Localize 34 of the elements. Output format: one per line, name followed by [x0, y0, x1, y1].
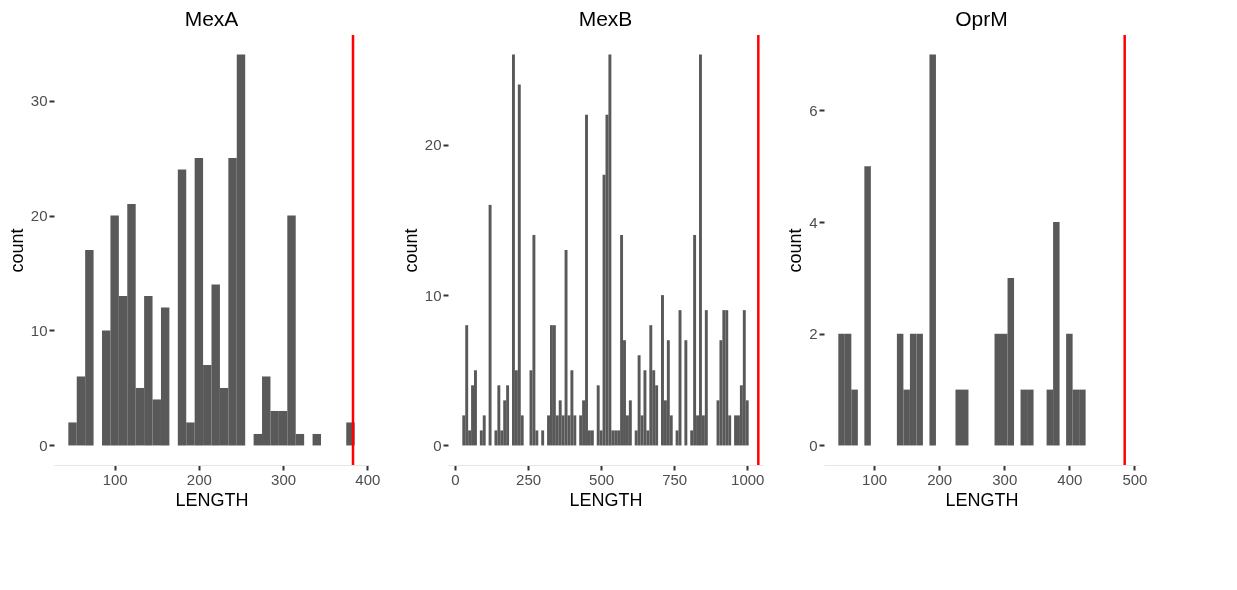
chart-title: OprM [955, 6, 1008, 30]
x-tick-label: 250 [516, 470, 542, 488]
y-tick-label: 10 [30, 321, 48, 339]
x-tick-label: 500 [589, 470, 615, 488]
x-tick-label: 400 [1057, 470, 1083, 488]
y-tick-label: 0 [39, 436, 48, 454]
y-axis-title: count [6, 228, 27, 273]
x-tick-label: 100 [102, 470, 128, 488]
x-axis-title: LENGTH [569, 489, 643, 510]
x-tick-label: 200 [186, 470, 212, 488]
x-tick-label: 1000 [731, 470, 765, 488]
y-tick-label: 6 [809, 101, 818, 119]
x-tick-label: 500 [1122, 470, 1148, 488]
y-tick-label: 0 [809, 436, 818, 454]
x-tick-label: 300 [271, 470, 297, 488]
x-tick-label: 100 [862, 470, 888, 488]
y-tick-label: 4 [809, 213, 818, 231]
chart-title: MexB [578, 6, 633, 30]
x-axis-title: LENGTH [175, 489, 249, 510]
x-tick-label: 0 [451, 470, 460, 488]
y-tick-label: 10 [424, 286, 442, 304]
x-tick-label: 300 [992, 470, 1018, 488]
y-axis-title: count [785, 228, 806, 273]
x-tick-label: 400 [355, 470, 381, 488]
y-axis-title: count [400, 228, 421, 273]
y-tick-label: 20 [30, 207, 48, 225]
y-tick-label: 20 [424, 136, 442, 154]
y-tick-label: 2 [809, 325, 818, 343]
x-axis-title: LENGTH [945, 489, 1019, 510]
x-tick-label: 750 [662, 470, 688, 488]
x-tick-label: 200 [927, 470, 953, 488]
y-tick-label: 0 [433, 436, 442, 454]
chart-title: MexA [184, 6, 239, 30]
y-tick-label: 30 [30, 92, 48, 110]
